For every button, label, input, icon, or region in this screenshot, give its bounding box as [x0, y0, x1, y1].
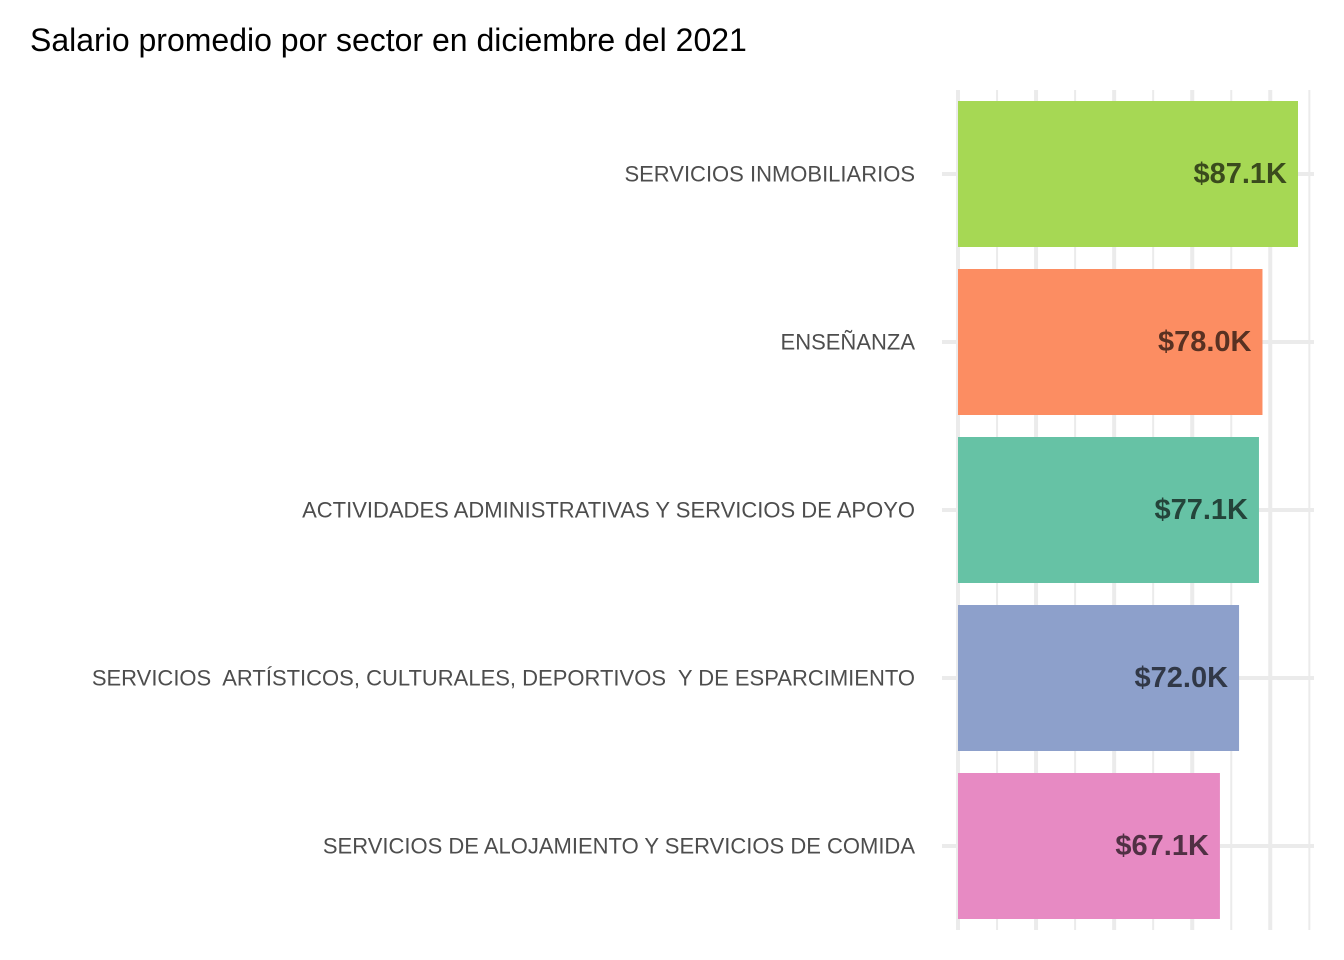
bar [958, 437, 1259, 583]
category-label: ACTIVIDADES ADMINISTRATIVAS Y SERVICIOS … [302, 498, 915, 523]
bar-value-label: $67.1K [1115, 830, 1209, 862]
category-label: SERVICIOS ARTÍSTICOS, CULTURALES, DEPORT… [92, 666, 915, 691]
bar-value-label: $77.1K [1154, 494, 1248, 526]
category-label: SERVICIOS INMOBILIARIOS [624, 162, 915, 187]
bar [958, 605, 1240, 751]
chart-title: Salario promedio por sector en diciembre… [30, 22, 747, 58]
bar-value-label: $78.0K [1158, 326, 1252, 358]
bar-value-label: $87.1K [1193, 158, 1287, 190]
bars: $87.1K $78.0K $77.1K $72.0K $67.1K [958, 101, 1298, 919]
category-label: ENSEÑANZA [781, 330, 916, 355]
bar [958, 773, 1220, 919]
bar [958, 101, 1298, 247]
bar [958, 269, 1263, 415]
category-labels: SERVICIOS INMOBILIARIOS ENSEÑANZA ACTIVIDA… [92, 162, 916, 859]
bar-value-label: $72.0K [1135, 662, 1229, 694]
category-label: SERVICIOS DE ALOJAMIENTO Y SERVICIOS DE … [323, 834, 915, 859]
